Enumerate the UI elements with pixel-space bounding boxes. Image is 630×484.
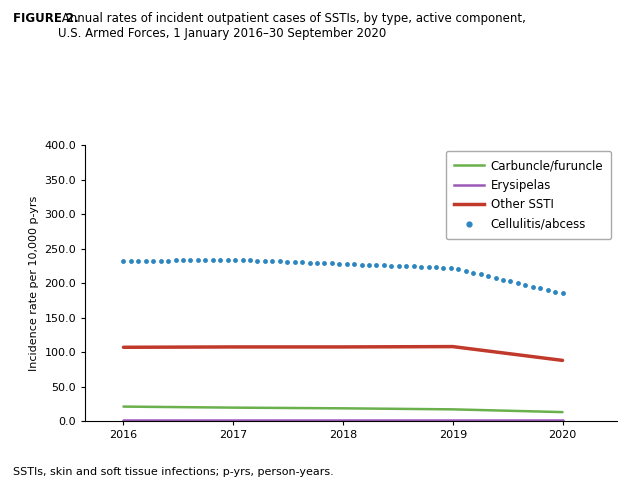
- Y-axis label: Incidence rate per 10,000 p-yrs: Incidence rate per 10,000 p-yrs: [29, 196, 38, 371]
- Text: FIGURE 2.: FIGURE 2.: [13, 12, 78, 25]
- Legend: Carbuncle/furuncle, Erysipelas, Other SSTI, Cellulitis/abcess: Carbuncle/furuncle, Erysipelas, Other SS…: [446, 151, 612, 239]
- Text: Annual rates of incident outpatient cases of SSTIs, by type, active component,
U: Annual rates of incident outpatient case…: [58, 12, 526, 40]
- Text: SSTIs, skin and soft tissue infections; p-yrs, person-years.: SSTIs, skin and soft tissue infections; …: [13, 467, 333, 477]
